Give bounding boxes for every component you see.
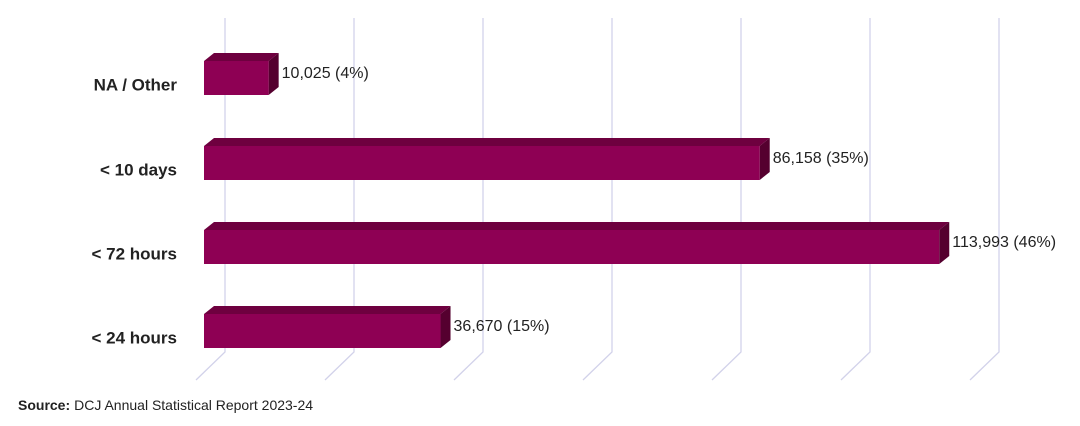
grid-line [969,18,1000,381]
grid-line [195,18,226,381]
bar [204,222,950,264]
bar-side [759,138,770,180]
value-label: 86,158 (35%) [773,150,869,167]
grid-line [711,18,742,381]
bar [204,53,279,95]
bar-front [204,230,940,264]
value-label: 10,025 (4%) [282,65,369,82]
bar-front [204,61,269,95]
grid-line [582,18,613,381]
bar-top [204,222,950,230]
bar-top [204,53,279,61]
source-note: Source: DCJ Annual Statistical Report 202… [18,397,313,413]
bar-front [204,146,760,180]
source-text: DCJ Annual Statistical Report 2023-24 [74,397,313,413]
value-label: 36,670 (15%) [454,318,550,335]
y-tick-label: NA / Other [94,75,178,94]
y-tick-label: < 24 hours [91,328,177,347]
bar [204,306,451,348]
value-label: 113,993 (46%) [952,234,1056,251]
bar [204,138,770,180]
bar-front [204,314,441,348]
bar-side [939,222,950,264]
y-tick-label: < 72 hours [91,244,177,263]
source-label: Source: [18,397,70,413]
y-tick-label: < 10 days [100,160,177,179]
bar-side [268,53,279,95]
grid-line [453,18,484,381]
grid-line [324,18,355,381]
grid-line [840,18,871,381]
bar-top [204,306,451,314]
bar-top [204,138,770,146]
bar-side [440,306,451,348]
